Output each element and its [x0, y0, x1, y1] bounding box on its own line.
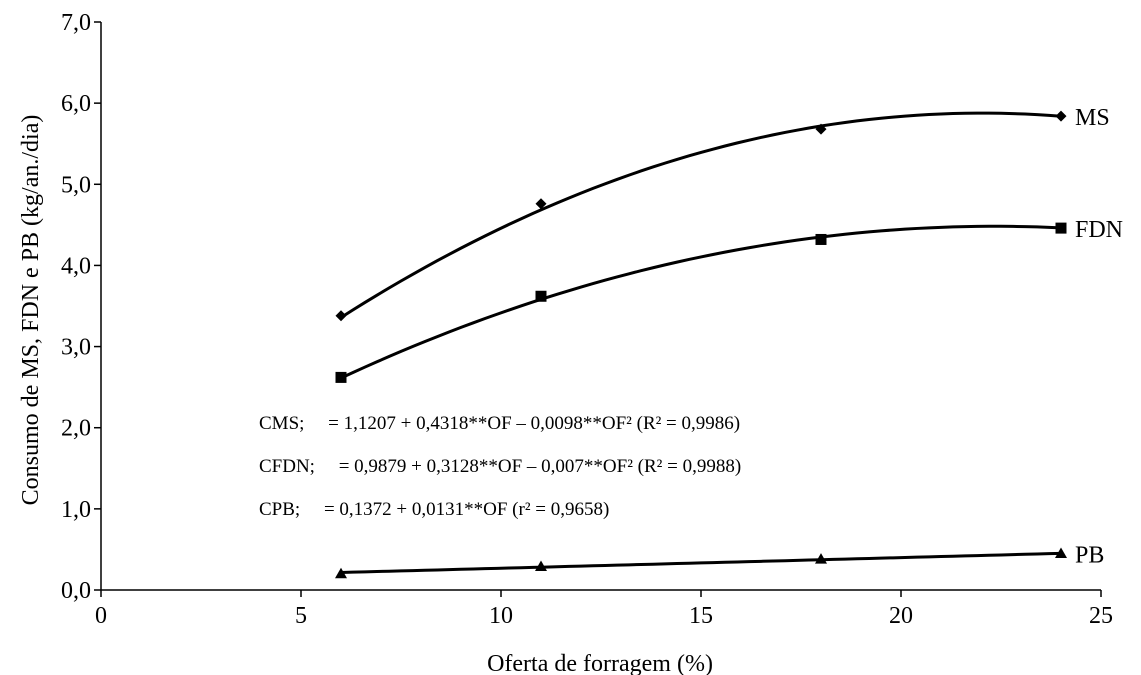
- data-point-ms-1: [535, 198, 547, 210]
- x-axis-label: Oferta de forragem (%): [487, 651, 713, 675]
- x-tick-label: 10: [489, 603, 513, 629]
- data-point-fdn-1: [535, 290, 547, 302]
- fit-curve-ms: [340, 111, 1062, 319]
- data-point-ms-0: [335, 310, 347, 322]
- fit-curves: [340, 111, 1062, 574]
- y-tick-label: 5,0: [61, 172, 91, 198]
- fit-curve-fdn: [340, 224, 1062, 380]
- fit-curve-pb: [340, 551, 1062, 574]
- y-tick-label: 3,0: [61, 335, 91, 361]
- axes: [100, 22, 1101, 591]
- series-label-fdn: FDN: [1075, 217, 1123, 243]
- y-tick-label: 6,0: [61, 91, 91, 117]
- data-point-ms-2: [815, 123, 827, 135]
- data-point-fdn-0: [335, 371, 347, 383]
- data-point-fdn-3: [1055, 222, 1067, 234]
- data-point-pb-1: [535, 560, 547, 571]
- data-markers: [335, 110, 1067, 579]
- data-point-pb-0: [335, 567, 347, 579]
- x-tick-label: 25: [1089, 603, 1113, 629]
- y-axis-label: Consumo de MS, FDN e PB (kg/an./dia): [18, 115, 44, 506]
- x-tick-label: 15: [689, 603, 713, 629]
- x-ticks: 0 5 10 15 20 25: [95, 590, 1113, 629]
- series-label-pb: PB: [1075, 542, 1104, 568]
- series-label-ms: MS: [1075, 105, 1110, 131]
- data-point-pb-3: [1055, 547, 1067, 558]
- y-tick-label: 2,0: [61, 416, 91, 442]
- y-tick-label: 1,0: [61, 497, 91, 523]
- equation-cfdn: CFDN; = 0,9879 + 0,3128**OF – 0,007**OF²…: [259, 456, 741, 477]
- x-tick-label: 5: [295, 603, 307, 629]
- y-tick-label: 4,0: [61, 253, 91, 279]
- x-tick-label: 20: [889, 603, 913, 629]
- y-tick-label: 7,0: [61, 10, 91, 36]
- y-ticks: 0,0 1,0 2,0 3,0 4,0 5,0 6,0 7,0: [61, 10, 101, 604]
- x-tick-label: 0: [95, 603, 107, 629]
- series-labels: MS FDN PB: [1075, 105, 1123, 568]
- equation-cpb: CPB; = 0,1372 + 0,0131**OF (r² = 0,9658): [259, 499, 609, 520]
- equation-cms: CMS; = 1,1207 + 0,4318**OF – 0,0098**OF²…: [259, 413, 740, 434]
- data-point-ms-3: [1055, 110, 1067, 122]
- data-point-pb-2: [815, 553, 827, 564]
- y-tick-label: 0,0: [61, 578, 91, 604]
- data-point-fdn-2: [815, 233, 827, 245]
